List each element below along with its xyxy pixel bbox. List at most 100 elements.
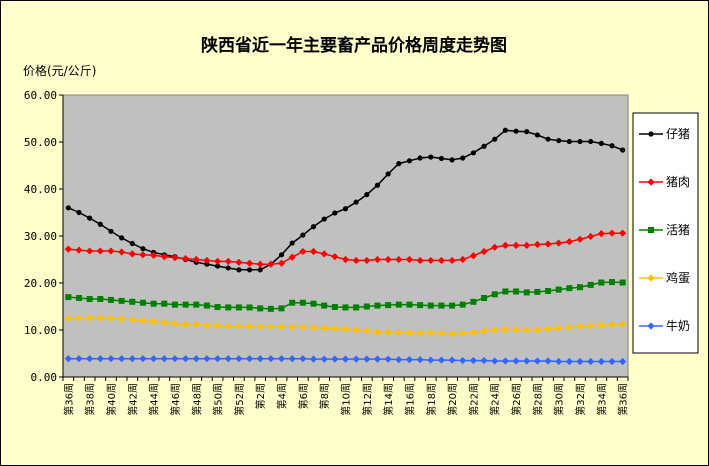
- data-point: [246, 267, 253, 273]
- data-point: [395, 255, 403, 264]
- data-point: [416, 256, 424, 265]
- data-point: [597, 321, 605, 329]
- data-point: [491, 291, 498, 298]
- data-point: [310, 300, 317, 307]
- data-point: [481, 143, 487, 149]
- data-point: [437, 329, 446, 337]
- data-point: [320, 250, 328, 258]
- data-point: [214, 263, 221, 269]
- data-point: [545, 287, 552, 294]
- series-4: [64, 355, 627, 366]
- data-point: [288, 253, 296, 261]
- x-tick-label: 第38周: [84, 383, 97, 416]
- x-tick-label: 第50周: [212, 383, 225, 416]
- data-point: [577, 284, 584, 291]
- x-tick-label: 第16周: [403, 383, 416, 416]
- data-point: [480, 327, 488, 335]
- data-point: [609, 279, 616, 286]
- data-point: [513, 288, 520, 295]
- x-tick-label: 第6周: [297, 383, 310, 409]
- data-point: [235, 258, 243, 266]
- data-point: [544, 357, 552, 365]
- data-point: [448, 256, 456, 265]
- data-point: [214, 303, 221, 310]
- data-point: [374, 182, 381, 188]
- x-tick-label: 第24周: [489, 383, 502, 416]
- data-point: [523, 357, 531, 365]
- x-tick-label: 第2周: [254, 383, 267, 409]
- data-point: [533, 240, 541, 249]
- data-point: [523, 326, 531, 334]
- data-point: [277, 323, 286, 331]
- data-point: [545, 136, 551, 142]
- data-point: [119, 235, 125, 241]
- data-point: [171, 319, 179, 328]
- data-point: [405, 255, 414, 264]
- data-point: [385, 302, 392, 309]
- data-point: [587, 281, 594, 288]
- data-point: [299, 355, 307, 363]
- data-point: [352, 256, 360, 265]
- data-point: [512, 241, 520, 249]
- chart-title: 陕西省近一年主要畜产品价格周度走势图: [201, 35, 507, 56]
- data-point: [481, 295, 488, 302]
- data-point: [341, 325, 350, 333]
- data-point: [289, 240, 295, 246]
- legend-swatch-marker: [648, 227, 654, 233]
- data-point: [533, 326, 541, 334]
- data-point: [118, 248, 126, 256]
- data-point: [427, 356, 435, 364]
- x-tick-label: 第10周: [340, 383, 353, 416]
- y-tick-label: 40.00: [24, 183, 57, 196]
- data-point: [363, 303, 370, 310]
- data-point: [576, 357, 584, 366]
- data-point: [533, 357, 541, 365]
- data-point: [513, 128, 519, 134]
- data-point: [417, 155, 423, 161]
- data-point: [459, 329, 467, 337]
- data-point: [256, 260, 264, 268]
- data-point: [555, 239, 563, 247]
- data-point: [385, 171, 391, 177]
- data-point: [565, 238, 573, 246]
- data-point: [107, 247, 115, 255]
- data-point: [566, 138, 572, 145]
- data-point: [619, 357, 627, 366]
- data-point: [523, 241, 531, 249]
- data-point: [181, 355, 190, 363]
- x-tick-label: 第52周: [233, 383, 246, 416]
- data-point: [86, 314, 94, 322]
- legend-swatch-marker: [647, 322, 655, 330]
- data-point: [587, 232, 595, 241]
- data-point: [437, 256, 446, 265]
- x-tick-label: 第26周: [510, 383, 523, 416]
- data-point: [373, 328, 382, 336]
- y-axis-label: 价格(元/公斤): [23, 63, 96, 78]
- data-point: [460, 155, 466, 161]
- data-point: [544, 240, 552, 248]
- data-point: [501, 357, 510, 365]
- data-point: [449, 157, 455, 163]
- data-point: [160, 253, 168, 261]
- data-point: [427, 256, 435, 265]
- data-point: [225, 304, 232, 311]
- data-point: [597, 357, 605, 366]
- data-point: [257, 267, 263, 273]
- data-point: [204, 261, 210, 267]
- data-point: [502, 127, 509, 133]
- data-point: [598, 279, 605, 286]
- data-point: [203, 355, 211, 363]
- data-point: [565, 357, 573, 366]
- data-point: [523, 289, 530, 296]
- data-point: [75, 295, 82, 302]
- data-point: [501, 241, 510, 249]
- data-point: [320, 355, 328, 363]
- data-point: [374, 302, 381, 309]
- data-point: [203, 302, 210, 309]
- data-point: [364, 192, 370, 198]
- legend-entry: 鸡蛋: [666, 270, 690, 285]
- data-point: [309, 247, 318, 256]
- data-point: [203, 321, 211, 329]
- data-point: [459, 301, 466, 308]
